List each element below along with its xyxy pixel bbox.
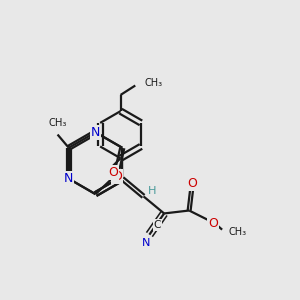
Text: O: O [112, 170, 122, 183]
Text: N: N [142, 238, 150, 248]
Text: CH₃: CH₃ [48, 118, 67, 128]
Text: H: H [148, 186, 156, 196]
Text: O: O [208, 217, 218, 230]
Text: CH₃: CH₃ [144, 78, 162, 88]
Text: O: O [187, 177, 197, 190]
Text: O: O [108, 166, 118, 179]
Text: CH₃: CH₃ [229, 227, 247, 237]
Text: N: N [64, 172, 74, 185]
Text: C: C [154, 220, 161, 230]
Text: N: N [91, 126, 100, 139]
